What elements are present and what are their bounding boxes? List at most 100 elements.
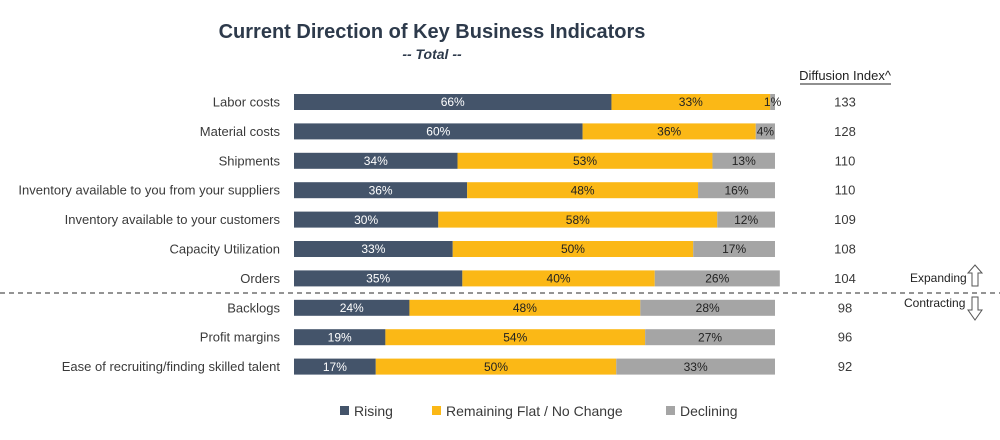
bar-segment <box>294 94 612 110</box>
data-label: 58% <box>566 213 590 227</box>
bar-row: Capacity Utilization 33% 50% 17% 108 <box>169 241 856 257</box>
diffusion-index-header: Diffusion Index^ <box>799 68 892 83</box>
diffusion-index-value: 109 <box>834 212 856 227</box>
legend-label: Remaining Flat / No Change <box>446 403 623 419</box>
bar-row: Backlogs 24% 48% 28% 98 <box>227 299 852 316</box>
bar-segment <box>616 358 775 375</box>
diffusion-index-value: 104 <box>834 271 856 286</box>
bar-segment <box>452 241 694 257</box>
bar-segment <box>611 94 771 110</box>
legend-label: Rising <box>354 403 393 419</box>
legend-swatch <box>666 406 675 415</box>
data-label: 60% <box>426 125 450 139</box>
category-label: Inventory available to you from your sup… <box>18 183 280 198</box>
data-label: 35% <box>366 272 390 286</box>
data-label: 33% <box>361 242 385 256</box>
bar-segment <box>375 358 617 375</box>
bar-segment <box>294 123 583 140</box>
data-label: 48% <box>571 183 595 197</box>
diffusion-index-value: 96 <box>838 330 852 345</box>
bar-row: Inventory available to your customers 30%… <box>65 211 856 228</box>
contracting-arrow-icon <box>967 296 983 321</box>
bar-row: Profit margins 19% 54% 27% 96 <box>200 329 852 346</box>
data-label: 17% <box>722 242 746 256</box>
data-label: 26% <box>705 272 729 286</box>
data-label: 50% <box>484 360 508 374</box>
category-label: Backlogs <box>227 300 280 315</box>
category-label: Orders <box>240 271 280 286</box>
legend-item: Declining <box>666 403 738 419</box>
bar-segment <box>755 123 775 140</box>
bar-segment <box>462 270 655 287</box>
data-label: 33% <box>684 360 708 374</box>
data-label: 24% <box>340 301 364 315</box>
category-label: Capacity Utilization <box>169 242 280 257</box>
bar-segment <box>409 299 641 316</box>
data-label: 36% <box>657 125 681 139</box>
legend-item: Remaining Flat / No Change <box>432 403 623 419</box>
bar-segment <box>712 152 775 169</box>
bar-segment <box>294 270 463 287</box>
data-label: 28% <box>696 301 720 315</box>
data-label: 1% <box>764 95 782 109</box>
expanding-arrow-icon <box>966 264 984 287</box>
diffusion-index-value: 108 <box>834 242 856 257</box>
chart-rows: Labor costs 66% 33% 1% 133 Material costs 60% 3… <box>18 94 856 375</box>
bar-row: Orders 35% 40% 26% 104 <box>240 270 856 287</box>
legend-item: Rising <box>340 403 393 419</box>
bar-segment <box>294 299 410 316</box>
bar-row: Material costs 60% 36% 4% 128 <box>200 123 856 140</box>
bar-segment <box>654 270 780 287</box>
legend-swatch <box>340 406 349 415</box>
data-label: 30% <box>354 213 378 227</box>
data-label: 66% <box>441 95 465 109</box>
diffusion-index-value: 92 <box>838 359 852 374</box>
bar-segment <box>582 123 756 140</box>
data-label: 53% <box>573 154 597 168</box>
bar-row: Shipments 34% 53% 13% 110 <box>219 152 856 169</box>
bar-segment <box>294 241 453 257</box>
legend: Rising Remaining Flat / No Change Declinin… <box>340 403 738 419</box>
chart-title: Current Direction of Key Business Indica… <box>219 21 646 43</box>
diffusion-index-value: 128 <box>834 124 856 139</box>
data-label: 16% <box>725 183 749 197</box>
bar-segment <box>438 211 718 228</box>
bar-segment <box>294 211 439 228</box>
diffusion-index-value: 110 <box>835 183 856 198</box>
bar-row: Labor costs 66% 33% 1% 133 <box>213 94 856 110</box>
category-label: Material costs <box>200 124 281 139</box>
bar-segment <box>294 329 386 346</box>
data-label: 27% <box>698 330 722 344</box>
diffusion-index-value: 110 <box>835 153 856 168</box>
bar-segment <box>693 241 775 257</box>
diffusion-index-value: 133 <box>834 95 856 110</box>
bar-segment <box>770 94 775 110</box>
bar-segment <box>457 152 713 169</box>
bar-segment <box>640 299 775 316</box>
data-label: 17% <box>323 360 347 374</box>
data-label: 40% <box>547 272 571 286</box>
contracting-label: Contracting <box>904 296 965 310</box>
category-label: Profit margins <box>200 330 281 345</box>
data-label: 54% <box>503 330 527 344</box>
bar-segment <box>645 329 775 346</box>
chart-subtitle: -- Total -- <box>402 46 462 62</box>
bar-segment <box>717 211 775 228</box>
data-label: 50% <box>561 242 585 256</box>
data-label: 33% <box>679 95 703 109</box>
category-label: Inventory available to your customers <box>65 212 281 227</box>
expanding-label: Expanding <box>910 271 967 285</box>
category-label: Ease of recruiting/finding skilled talen… <box>62 359 281 374</box>
bar-segment <box>294 152 458 169</box>
legend-swatch <box>432 406 441 415</box>
data-label: 19% <box>328 330 352 344</box>
bar-segment <box>294 358 376 375</box>
bar-segment <box>294 182 468 199</box>
data-label: 34% <box>364 154 388 168</box>
data-label: 4% <box>757 125 775 139</box>
data-label: 13% <box>732 154 756 168</box>
data-label: 12% <box>734 213 758 227</box>
bar-row: Inventory available to you from your sup… <box>18 182 856 199</box>
data-label: 48% <box>513 301 537 315</box>
